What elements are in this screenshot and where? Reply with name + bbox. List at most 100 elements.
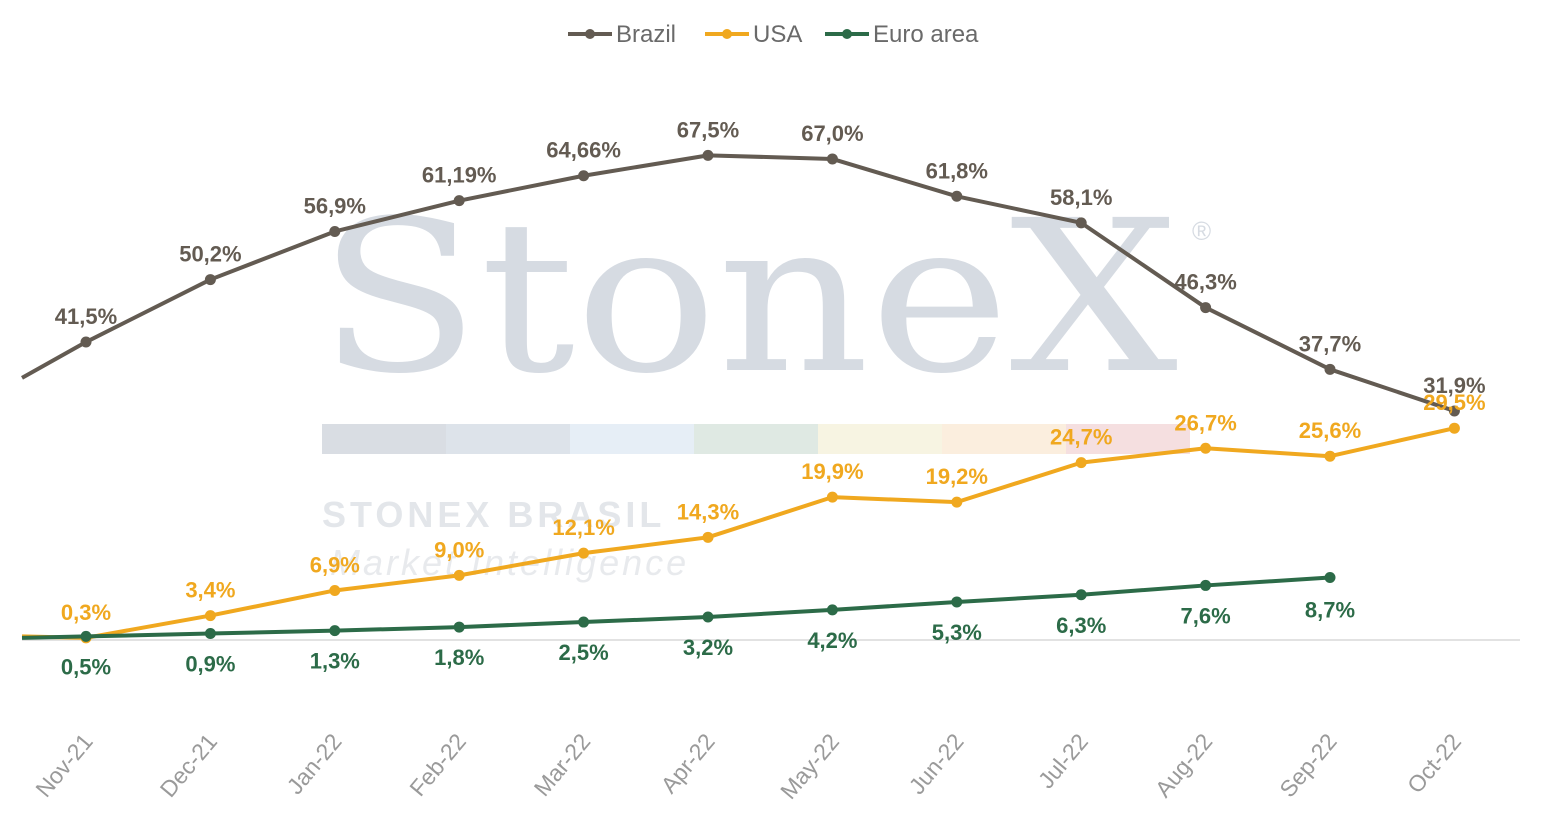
series-usa (21, 422, 1460, 644)
x-tick-label: Sep-22 (1274, 729, 1342, 803)
data-label: 56,9% (304, 193, 366, 218)
band-segment (570, 424, 694, 454)
legend-item: USA (705, 21, 802, 48)
data-point (1075, 217, 1087, 229)
data-point (1324, 450, 1336, 462)
data-point (204, 274, 216, 286)
band-segment (942, 424, 1066, 454)
x-axis-ticks: Nov-21 Dec-21 Jan-22 Feb-22 Mar-22 Apr-22 May-… (30, 729, 1466, 804)
data-label: 19,2% (926, 464, 988, 489)
series-brazil (21, 149, 1460, 417)
data-label: 26,7% (1174, 410, 1236, 435)
data-point (1324, 572, 1336, 584)
data-point (702, 611, 714, 623)
data-label: 5,3% (932, 620, 982, 645)
data-point (1200, 442, 1212, 454)
data-label: 14,3% (677, 499, 739, 524)
data-point (204, 610, 216, 622)
data-point (1448, 422, 1460, 434)
data-label: 7,6% (1181, 603, 1231, 628)
watermark-line1: STONEX BRASIL (322, 494, 665, 535)
x-tick-label: Jun-22 (904, 729, 969, 800)
legend: Brazil USA Euro area (568, 21, 979, 48)
data-label: 67,0% (801, 121, 863, 146)
data-label: 29,5% (1423, 390, 1485, 415)
data-point (329, 625, 341, 637)
data-point (329, 225, 341, 237)
data-point (826, 604, 838, 616)
data-label: 19,9% (801, 459, 863, 484)
data-point (204, 628, 216, 640)
x-tick-label: Jul-22 (1033, 729, 1093, 794)
series-line (21, 575, 1331, 640)
band-segment (818, 424, 942, 454)
data-point (702, 149, 714, 161)
data-label: 0,9% (185, 652, 235, 677)
data-point (702, 531, 714, 543)
x-tick-label: Feb-22 (404, 729, 471, 802)
data-label: 8,7% (1305, 598, 1355, 623)
legend-label: USA (753, 21, 802, 48)
data-label: 37,7% (1299, 331, 1361, 356)
data-point (951, 596, 963, 608)
data-point (951, 190, 963, 202)
stonex-watermark: StoneX ® STONEX BRASIL Market Intelligen… (318, 175, 1211, 583)
data-label: 64,66% (546, 138, 621, 163)
series-euro-area (21, 572, 1336, 642)
data-label: 58,1% (1050, 185, 1112, 210)
band-segment (322, 424, 446, 454)
data-label: 0,3% (61, 600, 111, 625)
data-point (453, 569, 465, 581)
data-label: 4,2% (807, 628, 857, 653)
data-point (453, 195, 465, 207)
data-label: 25,6% (1299, 418, 1361, 443)
data-label: 6,3% (1056, 613, 1106, 638)
data-label: 9,0% (434, 537, 484, 562)
data-point (1200, 302, 1212, 314)
data-point (1448, 405, 1460, 417)
x-tick-label: Aug-22 (1150, 729, 1218, 803)
data-point (80, 336, 92, 348)
data-label: 67,5% (677, 117, 739, 142)
legend-item: Euro area (825, 21, 979, 48)
x-tick-label: May-22 (775, 729, 844, 804)
legend-marker (842, 29, 852, 39)
band-segment (446, 424, 570, 454)
watermark-color-band (322, 424, 1190, 454)
legend-label: Brazil (616, 21, 676, 48)
legend-marker (585, 29, 595, 39)
data-label: 31,9% (1423, 373, 1485, 398)
band-segment (694, 424, 818, 454)
data-point (578, 616, 590, 628)
series-line (21, 426, 1455, 640)
data-label: 12,1% (552, 515, 614, 540)
data-point (1075, 457, 1087, 469)
data-point (1324, 363, 1336, 375)
data-label: 6,9% (310, 552, 360, 577)
data-label: 24,7% (1050, 425, 1112, 450)
x-tick-label: Oct-22 (1402, 729, 1466, 799)
legend-marker (722, 29, 732, 39)
data-point (329, 584, 341, 596)
data-label: 50,2% (179, 242, 241, 267)
data-label: 2,5% (559, 640, 609, 665)
x-tick-label: Jan-22 (282, 729, 347, 800)
data-point (453, 621, 465, 633)
data-point (578, 547, 590, 559)
watermark-logo: StoneX (318, 175, 1178, 420)
data-label: 1,8% (434, 645, 484, 670)
data-label: 61,19% (422, 163, 497, 188)
legend-item: Brazil (568, 21, 676, 48)
data-label: 3,2% (683, 635, 733, 660)
legend-label: Euro area (873, 21, 979, 48)
x-tick-label: Dec-21 (155, 729, 223, 803)
data-label: 1,3% (310, 649, 360, 674)
data-label: 3,4% (185, 578, 235, 603)
data-point (826, 491, 838, 503)
series-layer (21, 149, 1460, 644)
x-tick-label: Mar-22 (529, 729, 596, 802)
data-label: 61,8% (926, 158, 988, 183)
band-segment (1066, 424, 1190, 454)
data-label: 41,5% (55, 304, 117, 329)
